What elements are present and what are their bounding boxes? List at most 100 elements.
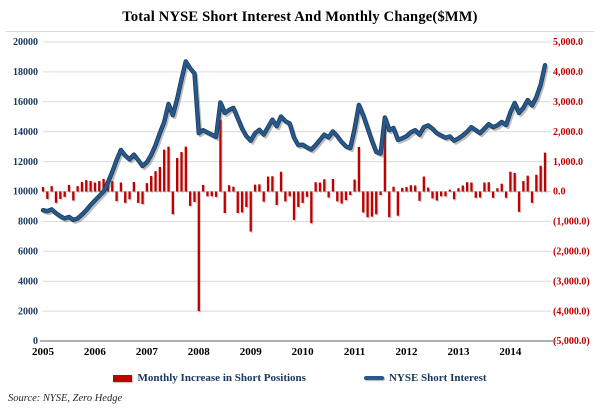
bar bbox=[63, 191, 66, 197]
bar bbox=[496, 188, 499, 192]
bar bbox=[318, 182, 322, 192]
bar bbox=[180, 152, 183, 192]
bar bbox=[331, 178, 335, 192]
bar bbox=[219, 119, 222, 192]
bar bbox=[366, 191, 369, 218]
bar bbox=[50, 186, 53, 192]
x-axis-year-label: 2014 bbox=[499, 346, 522, 358]
bar bbox=[392, 186, 395, 192]
legend-label-short-interest: NYSE Short Interest bbox=[388, 372, 487, 384]
bar bbox=[193, 191, 196, 202]
right-axis-tick-label: 5,000.0 bbox=[553, 37, 583, 48]
source-note: Source: NYSE, Zero Hedge bbox=[8, 393, 123, 404]
bar bbox=[240, 191, 244, 213]
bar bbox=[145, 183, 149, 192]
bar bbox=[509, 171, 512, 192]
legend-item-monthly-increase: Monthly Increase in Short Positions bbox=[113, 372, 306, 384]
bar bbox=[357, 146, 361, 192]
x-axis-year-label: 2012 bbox=[396, 346, 419, 358]
bar bbox=[444, 191, 447, 197]
bar bbox=[535, 174, 538, 192]
bar bbox=[396, 191, 400, 216]
bar bbox=[314, 182, 317, 192]
bar bbox=[67, 184, 71, 192]
bar bbox=[72, 191, 75, 201]
bar bbox=[137, 191, 140, 203]
bar bbox=[93, 182, 97, 192]
right-axis-tick-label: (2,000.0) bbox=[553, 247, 590, 258]
left-axis-tick-label: 0 bbox=[33, 336, 38, 347]
bar bbox=[383, 122, 387, 192]
bar bbox=[362, 191, 365, 213]
bar bbox=[141, 191, 144, 205]
bar bbox=[232, 186, 235, 192]
bar bbox=[102, 178, 105, 192]
left-axis-tick-label: 4000 bbox=[18, 276, 38, 287]
bar bbox=[530, 191, 534, 203]
left-axis-tick-label: 2000 bbox=[18, 306, 38, 317]
bar bbox=[491, 191, 495, 198]
bar bbox=[284, 191, 287, 202]
bar bbox=[158, 166, 161, 192]
bar bbox=[427, 187, 430, 192]
right-axis-tick-label: (5,000.0) bbox=[553, 336, 590, 347]
bar bbox=[176, 158, 179, 192]
bar bbox=[227, 185, 231, 192]
bar bbox=[522, 181, 525, 192]
bar bbox=[76, 186, 79, 192]
x-axis-year-label: 2009 bbox=[240, 346, 263, 358]
x-axis-year-label: 2010 bbox=[292, 346, 315, 358]
bar bbox=[163, 149, 166, 192]
bar bbox=[245, 191, 248, 208]
legend: Monthly Increase in Short Positions NYSE… bbox=[0, 372, 600, 384]
bar bbox=[310, 191, 313, 224]
bar bbox=[470, 182, 473, 192]
bar bbox=[375, 191, 378, 215]
bar bbox=[150, 175, 153, 192]
bar bbox=[431, 191, 434, 199]
bar bbox=[539, 165, 542, 192]
bar bbox=[111, 181, 114, 192]
bar bbox=[344, 191, 348, 201]
title-divider bbox=[6, 31, 594, 32]
bar bbox=[275, 191, 278, 205]
chart-title: Total NYSE Short Interest And Monthly Ch… bbox=[122, 9, 478, 25]
bar bbox=[457, 188, 460, 192]
left-axis-tick-label: 20000 bbox=[13, 37, 38, 48]
bar bbox=[439, 191, 443, 197]
bar bbox=[353, 179, 356, 192]
bar bbox=[305, 191, 309, 197]
x-axis-year-label: 2005 bbox=[32, 346, 55, 358]
bar bbox=[388, 191, 391, 218]
bar bbox=[188, 191, 192, 206]
bar bbox=[327, 191, 330, 198]
bar bbox=[253, 184, 257, 192]
right-axis-tick-label: 1,000.0 bbox=[553, 157, 583, 168]
bar bbox=[266, 176, 270, 192]
bar bbox=[414, 185, 417, 192]
bar bbox=[418, 191, 421, 201]
bar bbox=[249, 191, 252, 232]
line-series-swatch-icon bbox=[363, 376, 384, 380]
bar bbox=[370, 191, 374, 217]
bar bbox=[340, 191, 343, 204]
bar bbox=[128, 191, 131, 200]
legend-item-short-interest: NYSE Short Interest bbox=[363, 372, 487, 384]
bar bbox=[422, 176, 425, 192]
x-axis-year-label: 2011 bbox=[344, 346, 365, 358]
legend-label-monthly-increase: Monthly Increase in Short Positions bbox=[137, 372, 306, 384]
x-axis-year-label: 2013 bbox=[447, 346, 470, 358]
bar bbox=[197, 191, 200, 312]
bar bbox=[401, 187, 404, 192]
bar bbox=[288, 191, 291, 197]
bar bbox=[89, 181, 92, 192]
bar bbox=[46, 191, 49, 199]
left-axis-tick-label: 18000 bbox=[13, 67, 38, 78]
left-axis-tick-label: 8000 bbox=[18, 217, 38, 228]
bar bbox=[465, 182, 469, 192]
right-axis-tick-label: (4,000.0) bbox=[553, 306, 590, 317]
bar bbox=[448, 189, 451, 192]
right-axis-tick-label: (1,000.0) bbox=[553, 217, 590, 228]
